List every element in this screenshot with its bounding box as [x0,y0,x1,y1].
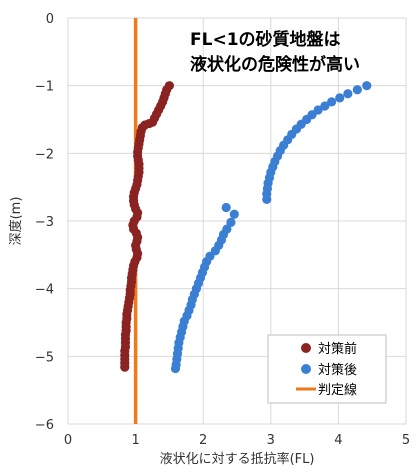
y-tick-label: −5 [35,350,54,365]
point-after [343,89,353,99]
y-tick-label: −3 [35,215,54,230]
point-after [362,81,372,91]
point-after [170,363,181,374]
x-tick-label: 2 [199,433,207,448]
x-tick-label: 1 [131,433,139,448]
y-tick-label: 0 [46,12,54,27]
annotation-line-1: FL<1の砂質地盤は [190,29,341,50]
y-tick-label: −4 [35,283,54,298]
legend-marker-before [301,343,311,353]
legend-marker-after [301,364,311,374]
x-tick-label: 5 [402,433,410,448]
point-after [221,202,231,213]
tick-layer: 0 −1 −2 −3 −4 −5 −6 0 1 2 3 4 5 [35,12,410,448]
point-after [262,194,272,204]
point-after [335,93,345,103]
point-before [120,362,130,372]
y-tick-label: −2 [35,147,54,162]
point-after [327,97,337,107]
point-after [320,101,330,111]
y-axis-label: 深度(m) [8,197,24,246]
data-layer [120,18,372,424]
x-axis-label: 液状化に対する抵抗率(FL) [160,451,315,467]
legend-label-before: 対策前 [318,341,357,357]
x-tick-label: 3 [267,433,275,448]
legend: 対策前 対策後 判定線 [267,334,387,404]
annotation-line-2: 液状化の危険性が高い [190,54,360,75]
y-tick-label: −6 [35,418,54,433]
point-after [229,209,239,219]
x-tick-label: 0 [64,433,72,448]
annotation: FL<1の砂質地盤は 液状化の危険性が高い [190,29,360,75]
legend-box [267,334,387,404]
point-after [226,217,236,227]
plot-area-border [67,17,407,425]
point-after [352,85,362,95]
legend-label-after: 対策後 [318,362,357,378]
legend-label-judge: 判定線 [318,382,357,398]
x-tick-label: 4 [334,433,342,448]
y-tick-label: −1 [35,80,54,95]
